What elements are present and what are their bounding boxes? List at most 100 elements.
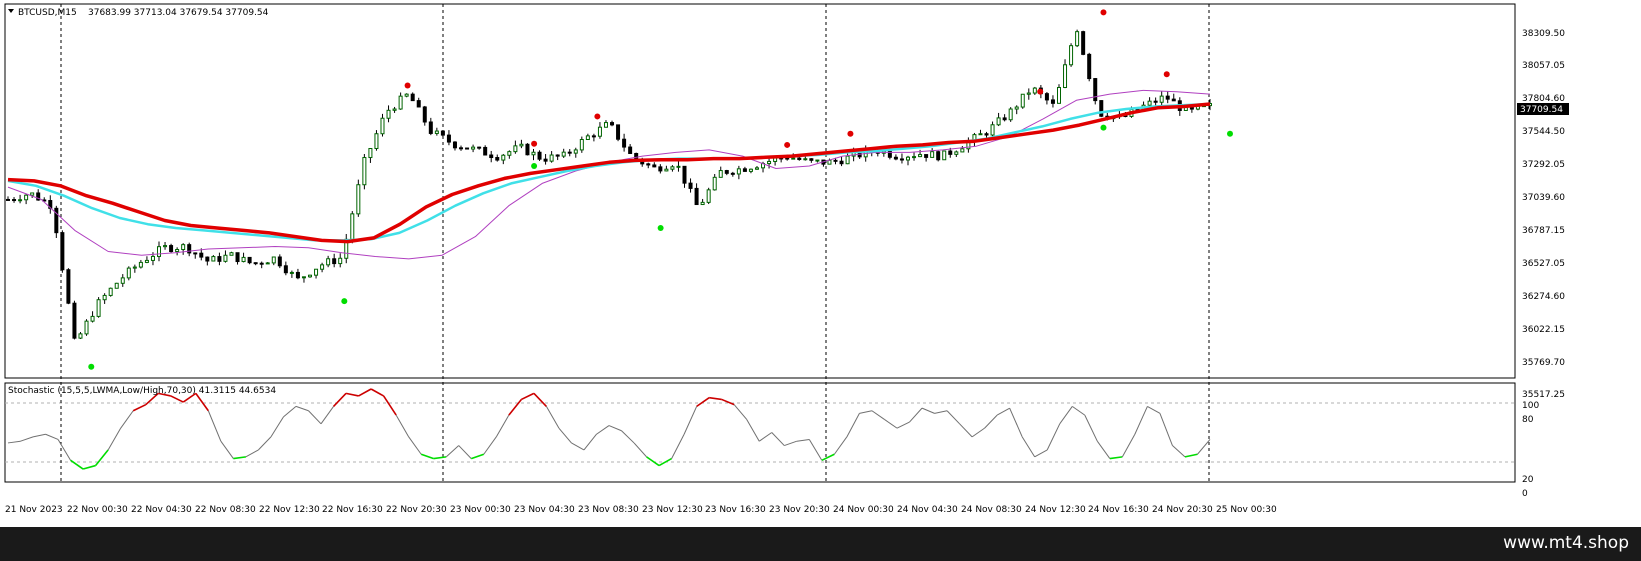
bear-candle [924, 154, 929, 158]
stochastic-segment [1121, 433, 1136, 458]
time-axis[interactable]: 21 Nov 2023 22 Nov 00:30 22 Nov 04:30 22… [5, 505, 1277, 515]
stochastic-segment [70, 459, 84, 470]
bear-candle [658, 166, 663, 172]
bear-candle [622, 138, 627, 148]
stochastic-segment [1134, 406, 1148, 435]
bull-candle [326, 258, 331, 266]
time-tick: 23 Nov 20:30 [769, 505, 830, 515]
bull-candle [241, 256, 246, 263]
bear-candle [199, 252, 204, 258]
stochastic-segment [1034, 449, 1048, 458]
fractal-down-dot [88, 363, 95, 370]
fractal-up-dot [1163, 71, 1170, 78]
stochastic-segment [283, 406, 297, 418]
bull-candle [827, 159, 832, 165]
stochastic-segment [533, 392, 547, 407]
fractal-up-dot [1100, 9, 1107, 16]
bull-candle [314, 268, 319, 276]
bull-candle [603, 122, 608, 128]
price-pane[interactable] [4, 3, 1516, 379]
stochastic-segment [20, 436, 34, 442]
bear-candle [628, 146, 633, 154]
current-price-tag [1517, 103, 1569, 115]
symbol-label: BTCUSD,M15 [18, 8, 77, 18]
bull-candle [718, 170, 723, 178]
fractal-down-dot [1100, 124, 1107, 131]
stochastic-segment [658, 457, 672, 467]
stochastic-segment [758, 432, 773, 442]
bull-candle [30, 192, 35, 196]
bull-candle [78, 333, 83, 339]
oscillator-pane[interactable] [4, 382, 1516, 483]
bear-candle [646, 163, 651, 166]
bull-candle [513, 145, 518, 153]
bull-candle [374, 133, 379, 150]
stochastic-segment [471, 453, 485, 460]
bear-candle [72, 302, 77, 339]
stochastic-segment [871, 410, 885, 420]
bull-candle [912, 156, 917, 159]
bull-candle [712, 176, 717, 191]
bull-candle [736, 168, 741, 175]
bear-candle [1153, 100, 1158, 103]
bull-candle [767, 160, 772, 165]
price-tick: 37292.05 [1522, 160, 1565, 170]
bear-candle [1171, 98, 1176, 102]
triangle-down-icon[interactable] [8, 9, 14, 13]
stochastic-segment [508, 398, 522, 416]
bull-candle [18, 199, 23, 202]
stochastic-segment [345, 392, 359, 397]
bull-candle [181, 244, 186, 251]
bear-candle [247, 256, 252, 264]
price-axis[interactable]: 38309.50 38057.05 37804.60 37544.50 3729… [1522, 29, 1565, 400]
stochastic-segment [971, 427, 985, 438]
bull-candle [404, 93, 409, 97]
bear-candle [1087, 53, 1092, 80]
bull-candle [471, 146, 476, 150]
bear-candle [682, 165, 687, 184]
stochastic-segment [170, 395, 184, 403]
bull-candle [561, 151, 566, 157]
price-tick: 37804.60 [1522, 94, 1565, 104]
price-tick: 38309.50 [1522, 29, 1565, 39]
stochastic-segment [671, 434, 685, 459]
bear-candle [694, 187, 699, 206]
bear-candle [936, 151, 941, 161]
bear-candle [893, 156, 898, 160]
bull-candle [398, 95, 403, 110]
bear-candle [259, 262, 264, 265]
bull-candle [579, 139, 584, 151]
stochastic-segment [82, 464, 96, 470]
time-tick: 22 Nov 12:30 [259, 505, 320, 515]
stochastic-segment [1021, 436, 1036, 458]
bull-candle [519, 143, 524, 147]
stochastic-segment [621, 430, 635, 444]
stochastic-segment [646, 456, 660, 467]
stochastic-segment [57, 439, 72, 461]
bull-candle [803, 158, 808, 161]
stochastic-segment [884, 419, 898, 429]
bear-candle [809, 158, 814, 161]
bull-candle [700, 201, 705, 206]
bull-candle [978, 133, 983, 136]
stochastic-segment [859, 410, 873, 414]
chart-header: BTCUSD,M15 37683.99 37713.04 37679.54 37… [8, 8, 269, 18]
stochastic-segment [207, 410, 222, 442]
stoch-level-label: 20 [1522, 475, 1534, 485]
bear-candle [1099, 100, 1104, 117]
stochastic-segment [107, 427, 122, 451]
chart-canvas[interactable]: BTCUSD,M15 37683.99 37713.04 37679.54 37… [0, 0, 1641, 527]
stochastic-segment [145, 392, 159, 406]
bull-candle [1014, 106, 1019, 110]
chart-window[interactable]: BTCUSD,M15 37683.99 37713.04 37679.54 37… [0, 0, 1641, 527]
stochastic-segment [784, 440, 797, 447]
bull-candle [815, 159, 820, 162]
price-tick: 37039.60 [1522, 193, 1565, 203]
stochastic-segment [95, 449, 109, 467]
bear-candle [452, 141, 457, 149]
bull-candle [380, 117, 385, 135]
bull-candle [791, 157, 796, 160]
bull-candle [1069, 45, 1074, 66]
price-tick: 36527.05 [1522, 259, 1565, 269]
bear-candle [36, 192, 41, 201]
